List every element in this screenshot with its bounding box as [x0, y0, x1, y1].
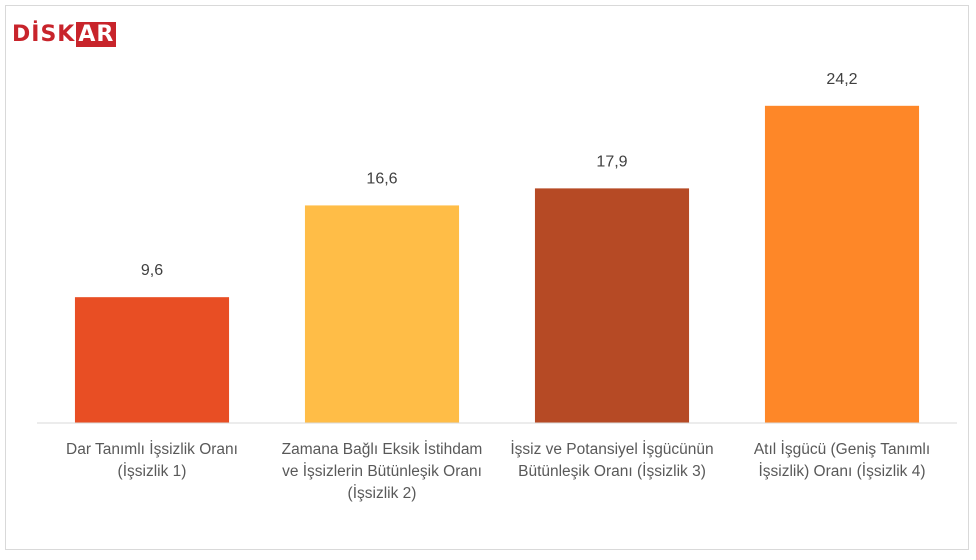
data-label: 16,6 [366, 170, 397, 187]
x-tick-label: İşsiz ve Potansiyel İşgücünün Bütünleşik… [510, 441, 714, 480]
x-tick-label: Zamana Bağlı Eksik İstihdam ve İşsizleri… [281, 441, 483, 502]
data-label: 17,9 [596, 153, 627, 170]
data-label: 9,6 [141, 262, 163, 279]
bar [534, 188, 690, 423]
logo-text: DİSK [12, 22, 76, 47]
data-label: 24,2 [826, 71, 857, 88]
bar [74, 297, 230, 423]
x-tick-label: Atıl İşgücü (Geniş Tanımlı İşsizlik) Ora… [753, 441, 931, 480]
logo: DİSK AR [12, 22, 117, 47]
bar [764, 105, 920, 424]
chart-frame [5, 5, 969, 550]
logo-text: AR [76, 22, 117, 47]
x-tick-label: Dar Tanımlı İşsizlik Oranı (İşsizlik 1) [66, 441, 238, 480]
bar [304, 205, 460, 423]
